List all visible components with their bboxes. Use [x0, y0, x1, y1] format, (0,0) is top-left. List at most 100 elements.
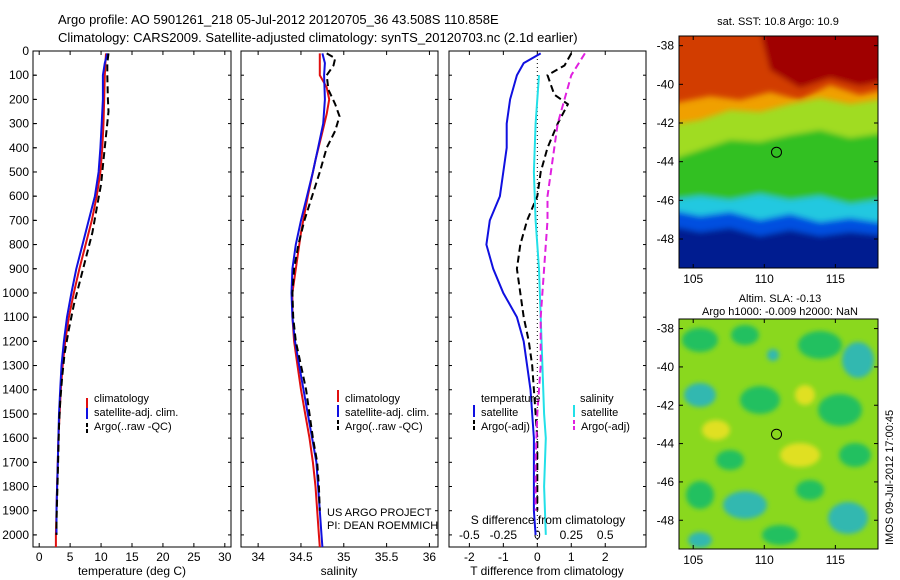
- sla-patch: [796, 480, 824, 500]
- series-line-argo-raw-qc-: [55, 53, 110, 535]
- map-y-tick-label: -44: [657, 437, 675, 451]
- map-y-tick-label: -40: [657, 77, 675, 91]
- s-difference-axis-label: S difference from climatology: [471, 513, 626, 527]
- x-tick-label: 1: [568, 550, 575, 564]
- sla-patch: [839, 443, 871, 467]
- map-y-tick-label: -42: [657, 398, 675, 412]
- s-difference-tick-label: -0.5: [459, 528, 480, 542]
- depth-tick-label: 1300: [2, 359, 29, 373]
- x-tick-label: 36: [423, 550, 437, 564]
- sla-patch: [795, 385, 815, 405]
- map-y-tick-label: -48: [657, 513, 675, 527]
- depth-tick-label: 0: [22, 44, 29, 58]
- sla-map: [679, 319, 878, 549]
- depth-tick-label: 1200: [2, 334, 29, 348]
- salinity-panel-frame: [240, 50, 439, 548]
- sla-patch: [686, 481, 714, 509]
- map-y-tick-label: -42: [657, 116, 675, 130]
- legend-label-t-satellite: satellite: [481, 407, 518, 419]
- x-tick-label: 30: [218, 550, 232, 564]
- s-difference-tick-label: 0.5: [597, 528, 614, 542]
- series-line-satellite-adj-clim-: [55, 53, 109, 535]
- map-x-tick-label: 110: [755, 272, 774, 286]
- sla-patch: [762, 525, 798, 545]
- t-difference-axis-label: T difference from climatology: [470, 564, 624, 578]
- sla-patch: [702, 420, 730, 440]
- map-x-tick-label: 105: [683, 272, 703, 286]
- map-x-tick-label: 105: [683, 553, 703, 567]
- legend-label-satellite: satellite-adj. clim.: [345, 407, 429, 419]
- sla-map-frame: [678, 318, 879, 550]
- depth-tick-label: 1400: [2, 383, 29, 397]
- depth-tick-label: 300: [9, 117, 29, 131]
- legend-label-t-argo: Argo(-adj): [481, 421, 530, 433]
- project-credit-line2: PI: DEAN ROEMMICH: [327, 520, 438, 532]
- figure-title-line1: Argo profile: AO 5901261_218 05-Jul-2012…: [58, 12, 499, 27]
- sla-map-title-line2: Argo h1000: -0.009 h2000: NaN: [702, 306, 858, 318]
- depth-tick-label: 100: [9, 68, 29, 82]
- x-tick-label: 0: [534, 550, 541, 564]
- series-line-temperature-argo-adj-: [515, 52, 573, 511]
- x-tick-label: 2: [602, 550, 609, 564]
- depth-tick-label: 1900: [2, 504, 29, 518]
- x-tick-label: 0: [36, 550, 43, 564]
- legend-label-s-argo: Argo(-adj): [581, 421, 630, 433]
- salinity-legend: climatology satellite-adj. clim. Argo(..…: [337, 390, 429, 433]
- series-line-argo-raw-qc-: [291, 52, 341, 511]
- depth-tick-label: 1700: [2, 455, 29, 469]
- series-line-climatology: [54, 53, 107, 547]
- figure-title-line2: Climatology: CARS2009. Satellite-adjuste…: [58, 30, 578, 45]
- argo-location-marker: [771, 146, 782, 158]
- sla-patch: [688, 532, 712, 548]
- difference-panel-frame: [448, 50, 647, 548]
- legend-label-s-satellite: satellite: [581, 407, 618, 419]
- map-x-tick-label: 115: [826, 553, 845, 567]
- sla-patch: [684, 383, 716, 407]
- sla-patch: [716, 450, 744, 470]
- depth-tick-label: 1100: [3, 310, 29, 324]
- sla-patch: [731, 325, 759, 345]
- map-y-tick-label: -38: [657, 39, 675, 53]
- sst-deep-blue-band: [679, 227, 878, 268]
- temperature-axis-label: temperature (deg C): [78, 564, 186, 578]
- depth-tick-label: 1600: [2, 431, 29, 445]
- x-tick-label: 34: [251, 550, 265, 564]
- x-tick-label: 10: [94, 550, 108, 564]
- sla-patch: [818, 394, 862, 426]
- depth-tick-label: 200: [9, 92, 29, 106]
- argo-location-marker: [771, 428, 782, 440]
- temperature-panel-frame: [32, 50, 232, 548]
- depth-tick-label: 500: [9, 165, 29, 179]
- temperature-legend: climatology satellite-adj. clim. Argo(..…: [86, 393, 178, 434]
- series-line-climatology: [291, 53, 331, 548]
- sla-patch: [798, 331, 842, 359]
- legend-label-argo: Argo(..raw -QC): [345, 421, 423, 433]
- legend-label-argo: Argo(..raw -QC): [94, 421, 172, 433]
- depth-tick-label: 1000: [2, 286, 29, 300]
- x-tick-label: 20: [156, 550, 170, 564]
- sla-patch: [740, 386, 780, 414]
- legend-label-climatology: climatology: [94, 393, 150, 405]
- depth-tick-label: 400: [9, 141, 29, 155]
- x-tick-label: 35.5: [375, 550, 399, 564]
- sla-patch: [767, 349, 779, 361]
- sst-green-band: [679, 130, 878, 210]
- series-line-salinity-argo-adj-: [534, 52, 586, 511]
- s-difference-tick-label: -0.25: [490, 528, 518, 542]
- x-tick-label: 35: [337, 550, 351, 564]
- temperature-panel: 0 5 10 15 20 25 30: [33, 50, 232, 564]
- x-tick-label: 25: [187, 550, 201, 564]
- salinity-axis-label: salinity: [321, 564, 358, 578]
- sst-map-frame: [678, 35, 879, 269]
- difference-legend: temperature satellite Argo(-adj) salinit…: [473, 393, 630, 433]
- depth-tick-label: 600: [9, 189, 29, 203]
- sla-patch: [842, 342, 874, 378]
- map-y-tick-label: -44: [657, 155, 675, 169]
- sla-patch: [723, 491, 767, 519]
- depth-tick-label: 2000: [2, 528, 29, 542]
- depth-axis: 0 100 200 300 400 500 600 700 800 900 1000 1100 1200…: [2, 44, 37, 542]
- sla-map-axes: 105 110 115 -38 -40 -42 -44 -46 -48: [657, 319, 878, 567]
- series-line-satellite-adj-clim-: [290, 53, 326, 548]
